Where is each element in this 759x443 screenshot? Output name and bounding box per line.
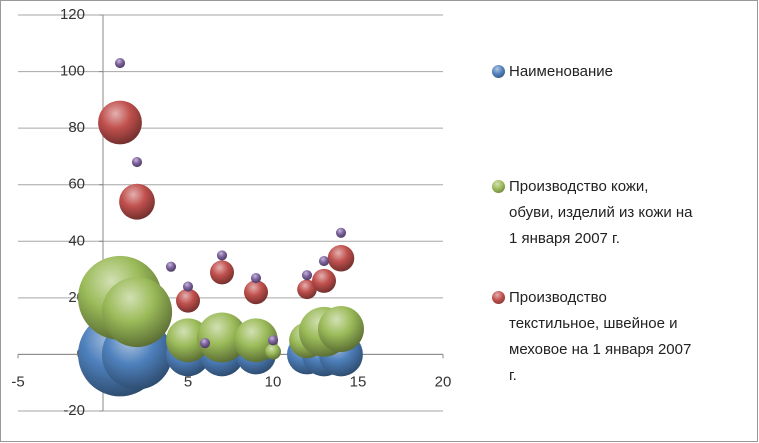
bubble bbox=[216, 250, 228, 261]
legend-swatch bbox=[492, 65, 505, 78]
bubble bbox=[210, 260, 234, 285]
legend-item: Наименование bbox=[492, 59, 702, 85]
bubble bbox=[267, 335, 279, 346]
y-tick-label: -20 bbox=[63, 402, 85, 419]
y-tick-label: 80 bbox=[68, 119, 85, 136]
legend-swatch bbox=[492, 180, 505, 193]
y-tick-label: 120 bbox=[60, 6, 85, 23]
legend-label: Наименование bbox=[509, 63, 613, 80]
legend-swatch bbox=[492, 291, 505, 304]
bubble bbox=[301, 270, 313, 281]
y-tick-label: 40 bbox=[68, 232, 85, 249]
bubble bbox=[297, 279, 317, 300]
x-tick-label: 5 bbox=[184, 373, 192, 390]
legend-label: Производство текстильное, швейное и мехо… bbox=[509, 289, 692, 384]
bubble bbox=[197, 312, 247, 363]
bubble bbox=[199, 338, 211, 349]
y-tick-label: 100 bbox=[60, 63, 85, 80]
bubble bbox=[312, 268, 336, 293]
bubble bbox=[318, 256, 330, 267]
bubble bbox=[335, 227, 347, 238]
legend-label: Производство кожи, обуви, изделий из кож… bbox=[509, 178, 693, 247]
bubble bbox=[131, 157, 143, 168]
bubble bbox=[98, 100, 142, 145]
legend-item: Производство текстильное, швейное и мехо… bbox=[492, 285, 702, 389]
bubble bbox=[165, 261, 177, 272]
x-tick-label: 15 bbox=[350, 373, 367, 390]
x-tick-label: -5 bbox=[11, 373, 24, 390]
bubble bbox=[250, 272, 262, 284]
bubble bbox=[327, 244, 355, 272]
x-tick-label: 20 bbox=[435, 373, 452, 390]
bubble bbox=[318, 305, 364, 352]
bubble bbox=[182, 281, 194, 292]
bubble bbox=[114, 58, 126, 69]
bubble bbox=[244, 280, 268, 305]
y-tick-label: 60 bbox=[68, 176, 85, 193]
legend-item: Производство кожи, обуви, изделий из кож… bbox=[492, 174, 702, 252]
x-tick-label: 10 bbox=[265, 373, 282, 390]
bubble bbox=[265, 343, 281, 360]
bubble bbox=[119, 183, 155, 220]
bubble bbox=[101, 276, 173, 348]
bubble bbox=[176, 288, 200, 313]
